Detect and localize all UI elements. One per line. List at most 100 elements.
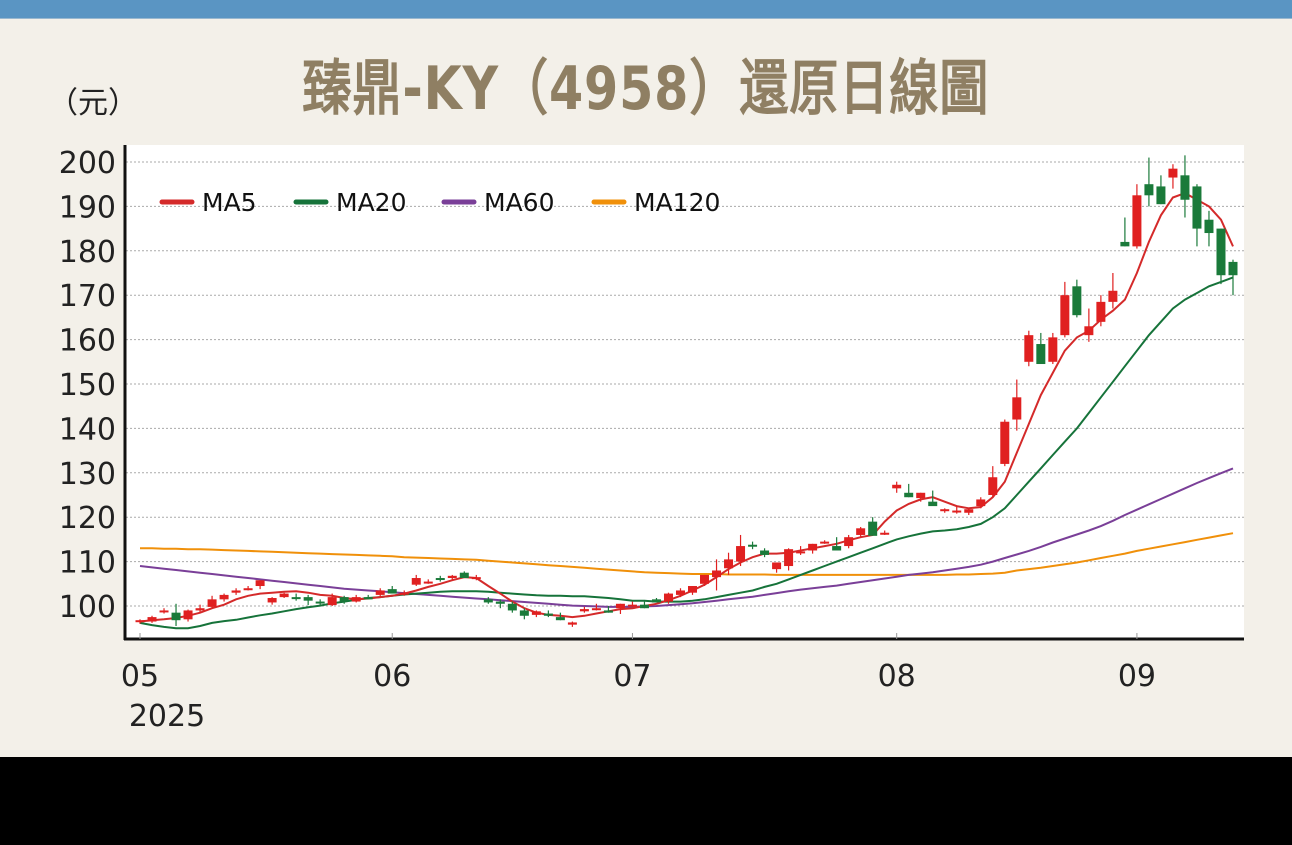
candle xyxy=(1144,157,1154,207)
candle xyxy=(1024,330,1034,367)
x-axis-ticks: 05 2025 06 07 08 09 xyxy=(121,633,1156,734)
candle xyxy=(808,543,818,554)
x-tick-label: 05 xyxy=(121,659,159,694)
candle xyxy=(868,517,878,536)
candle xyxy=(267,597,277,605)
candle xyxy=(579,606,589,613)
candle xyxy=(435,575,445,582)
bottom-black-band xyxy=(0,757,1292,845)
candle xyxy=(1168,164,1178,189)
legend-label: MA5 xyxy=(202,188,257,217)
y-tick-label: 100 xyxy=(59,590,116,625)
candle xyxy=(1192,184,1202,247)
y-tick-label: 150 xyxy=(59,368,116,403)
candle xyxy=(255,580,265,590)
candle xyxy=(303,594,313,606)
candle xyxy=(952,506,962,514)
candle xyxy=(904,483,914,498)
candle xyxy=(916,492,926,502)
candle xyxy=(1228,259,1238,296)
candle xyxy=(1216,228,1226,285)
candle xyxy=(615,603,625,614)
candle xyxy=(159,608,169,614)
legend-item-ma20: MA20 xyxy=(293,188,406,217)
candle xyxy=(591,603,601,611)
candle xyxy=(243,586,253,591)
candle xyxy=(231,588,241,595)
candle xyxy=(856,526,866,538)
candle xyxy=(700,574,710,587)
y-tick-label: 140 xyxy=(59,412,116,447)
candle xyxy=(760,548,770,558)
y-tick-label: 190 xyxy=(59,190,116,225)
candle xyxy=(748,541,758,550)
y-tick-label: 160 xyxy=(59,324,116,359)
candle xyxy=(880,530,890,535)
candle xyxy=(663,592,673,604)
legend: MA5 MA20 MA60 MA120 xyxy=(159,188,720,217)
candle xyxy=(832,537,842,551)
candles xyxy=(135,155,1238,627)
ma120-line xyxy=(140,532,1234,576)
candlestick-chart: 100 110 120 130 140 150 160 170 180 190 200 05 2025… xyxy=(59,145,1244,734)
legend-label: MA20 xyxy=(336,188,406,217)
candle xyxy=(423,579,433,584)
candle xyxy=(688,586,698,595)
candle xyxy=(339,595,349,604)
candle xyxy=(988,466,998,498)
x-tick-label: 08 xyxy=(878,659,916,694)
candle xyxy=(940,508,950,513)
candle xyxy=(675,588,685,598)
candle xyxy=(459,571,469,579)
y-tick-label: 110 xyxy=(59,546,116,581)
candle xyxy=(567,621,577,627)
candle xyxy=(1000,419,1010,467)
x-tick-label: 07 xyxy=(613,659,651,694)
y-tick-label: 200 xyxy=(59,146,116,181)
candle xyxy=(784,548,794,571)
candle xyxy=(315,599,325,606)
candle xyxy=(411,574,421,587)
candle xyxy=(447,574,457,581)
candle xyxy=(375,588,385,598)
candle xyxy=(1156,175,1166,205)
candle xyxy=(627,601,637,607)
y-tick-label: 130 xyxy=(59,457,116,492)
candle xyxy=(651,598,661,603)
candle xyxy=(1120,217,1130,247)
candle xyxy=(976,497,986,509)
y-tick-label: 120 xyxy=(59,501,116,536)
ma5-line xyxy=(139,192,1234,623)
candle xyxy=(736,534,746,567)
moving-average-lines xyxy=(139,192,1234,630)
candle xyxy=(363,594,373,600)
y-axis-unit-label: （元） xyxy=(48,86,138,121)
candle xyxy=(1012,379,1022,431)
candle xyxy=(519,608,529,620)
candle xyxy=(135,619,145,624)
x-tick-label: 09 xyxy=(1118,659,1156,694)
candle xyxy=(399,590,409,596)
legend-label: MA120 xyxy=(634,188,720,217)
candle xyxy=(964,508,974,515)
top-accent-strip xyxy=(0,0,1292,19)
candle xyxy=(1096,295,1106,327)
chart-title: 臻鼎-KY（4958）還原日線圖 xyxy=(302,54,990,124)
candle xyxy=(279,592,289,599)
candle xyxy=(531,610,541,618)
candle xyxy=(387,586,397,594)
candle xyxy=(1072,279,1082,318)
candle xyxy=(892,481,902,493)
candle xyxy=(147,615,157,623)
candle xyxy=(772,562,782,573)
candle xyxy=(1084,308,1094,342)
candle xyxy=(1036,332,1046,365)
candle xyxy=(207,595,217,609)
candle xyxy=(1204,210,1214,247)
candle xyxy=(603,606,613,613)
candle xyxy=(183,609,193,622)
candle xyxy=(1048,332,1058,365)
legend-label: MA60 xyxy=(484,188,554,217)
candle xyxy=(543,610,553,618)
candle xyxy=(327,593,337,606)
